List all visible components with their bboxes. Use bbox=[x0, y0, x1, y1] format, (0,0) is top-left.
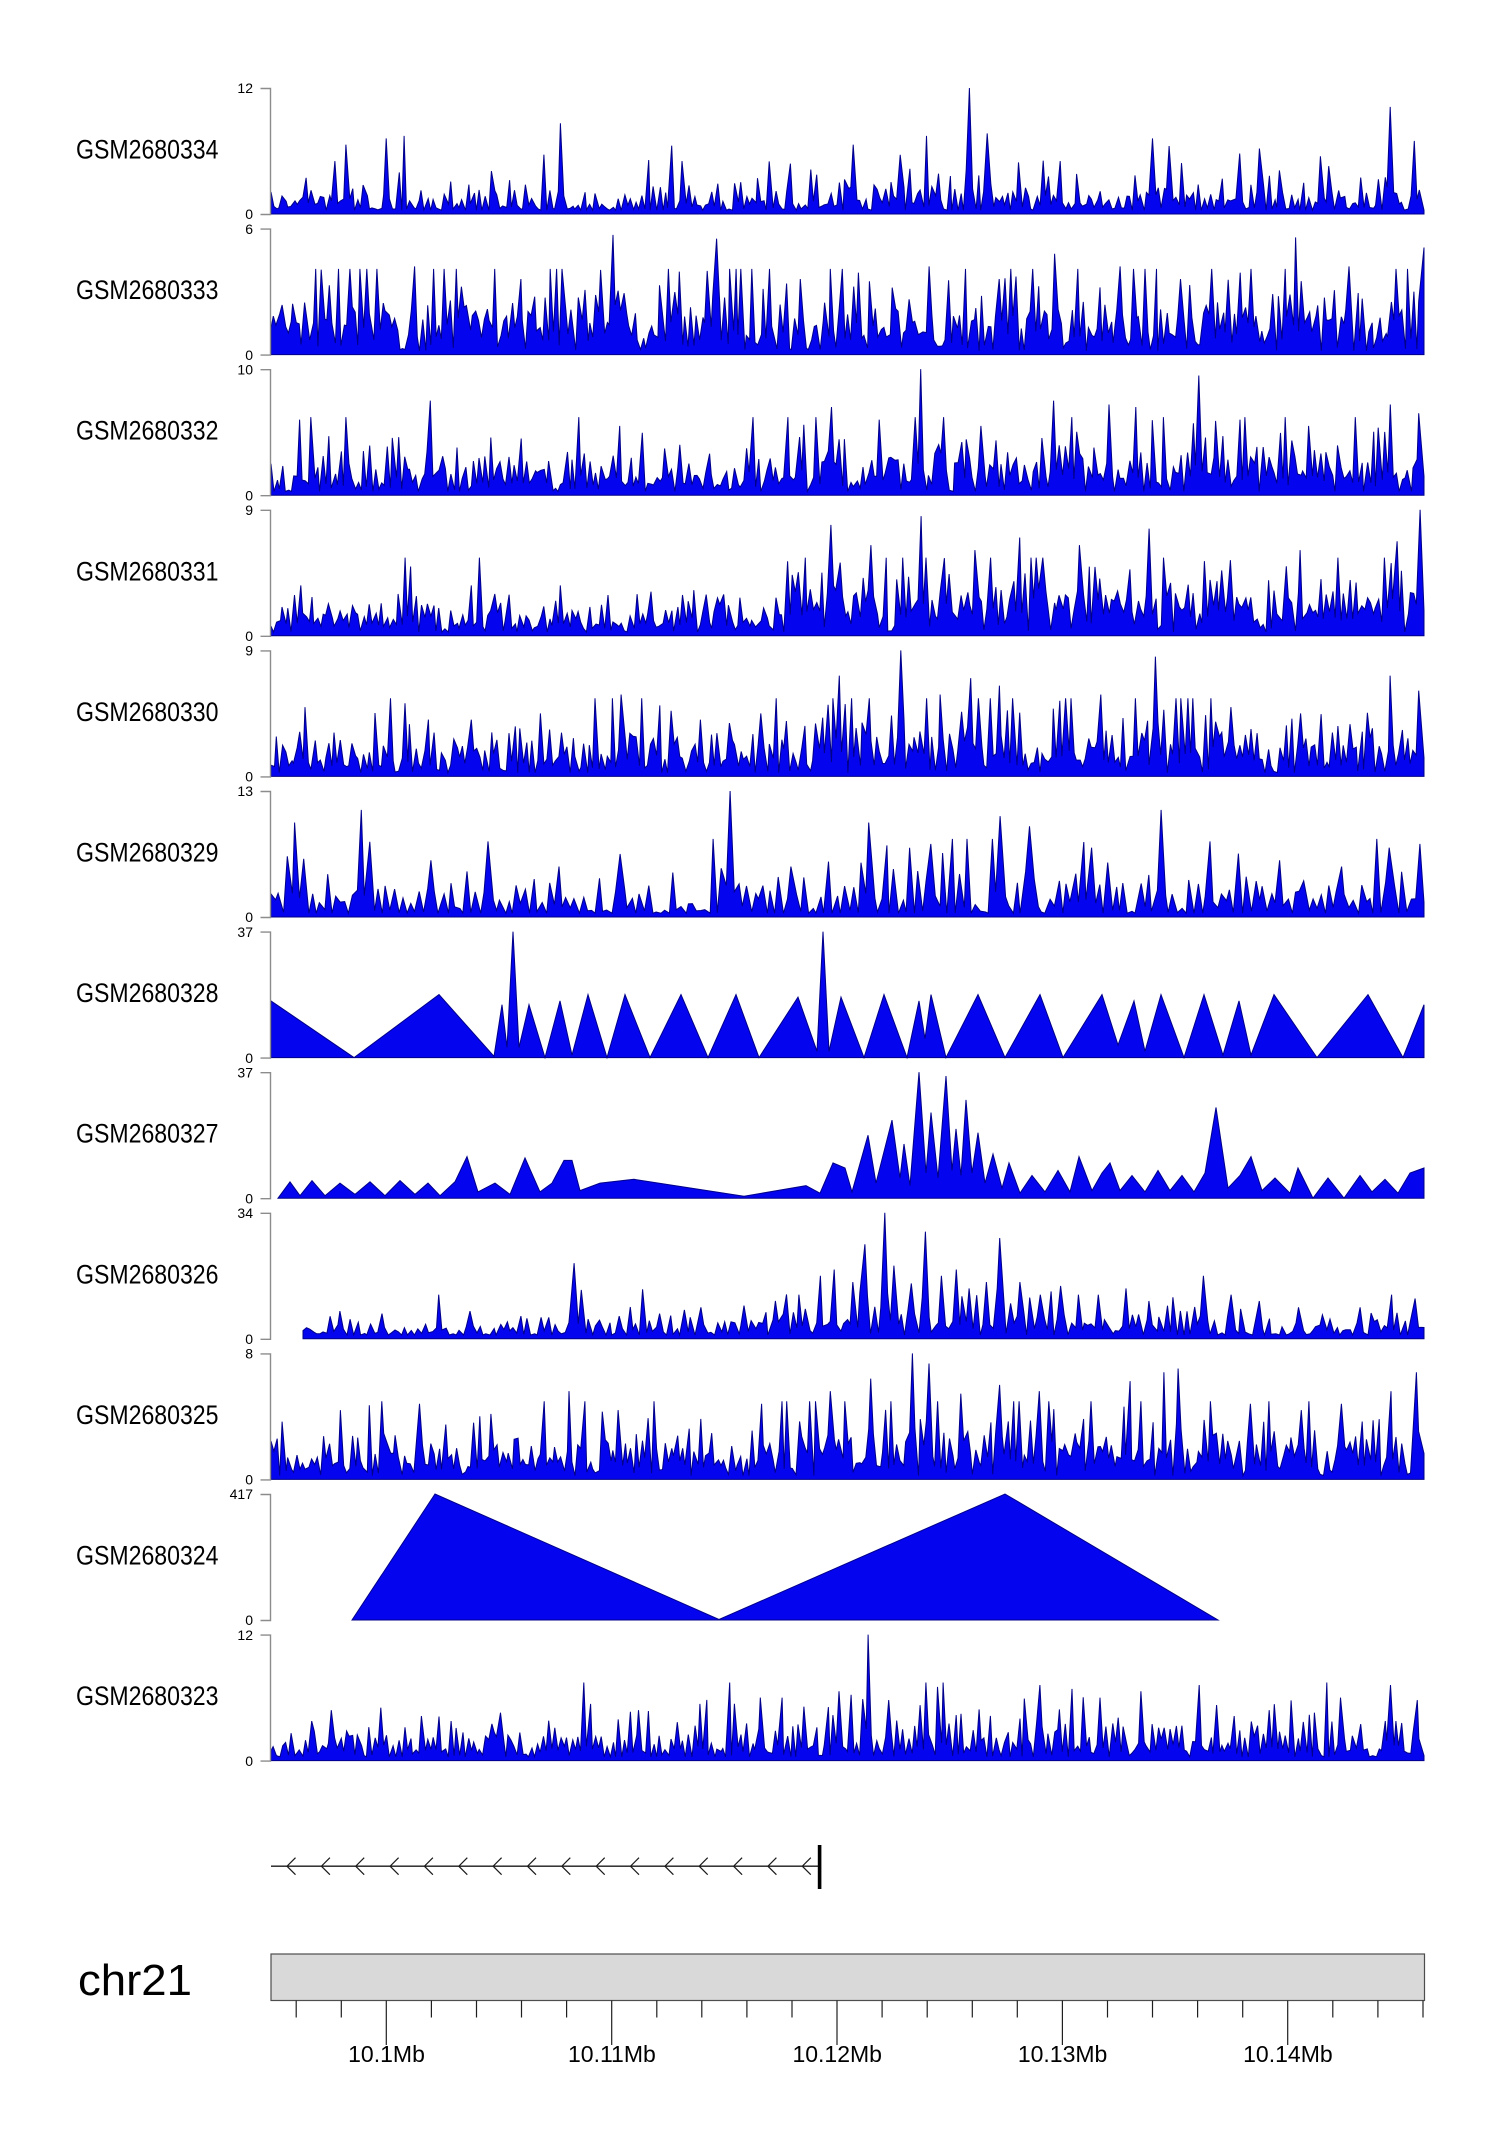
svg-text:chr21: chr21 bbox=[78, 1956, 192, 2005]
svg-text:9: 9 bbox=[245, 643, 253, 659]
svg-text:GSM2680333: GSM2680333 bbox=[76, 275, 219, 305]
svg-text:0: 0 bbox=[245, 1753, 253, 1769]
svg-text:0: 0 bbox=[245, 1190, 253, 1206]
svg-text:37: 37 bbox=[237, 1064, 253, 1080]
svg-text:0: 0 bbox=[245, 909, 253, 925]
svg-text:10.11Mb: 10.11Mb bbox=[568, 2041, 656, 2067]
svg-text:417: 417 bbox=[230, 1486, 254, 1502]
svg-text:10.14Mb: 10.14Mb bbox=[1243, 2041, 1333, 2067]
svg-text:0: 0 bbox=[245, 206, 253, 222]
svg-text:8: 8 bbox=[245, 1346, 253, 1362]
svg-text:34: 34 bbox=[237, 1205, 253, 1221]
svg-text:12: 12 bbox=[237, 80, 253, 96]
svg-text:GSM2680328: GSM2680328 bbox=[76, 978, 219, 1008]
svg-text:GSM2680324: GSM2680324 bbox=[76, 1541, 219, 1571]
svg-text:10.13Mb: 10.13Mb bbox=[1018, 2041, 1108, 2067]
svg-text:GSM2680334: GSM2680334 bbox=[76, 135, 219, 165]
svg-text:0: 0 bbox=[245, 1331, 253, 1347]
svg-text:9: 9 bbox=[245, 502, 253, 518]
svg-text:12: 12 bbox=[237, 1627, 253, 1643]
svg-text:GSM2680331: GSM2680331 bbox=[76, 556, 219, 586]
svg-text:GSM2680332: GSM2680332 bbox=[76, 416, 219, 446]
svg-text:GSM2680330: GSM2680330 bbox=[76, 697, 219, 727]
svg-text:37: 37 bbox=[237, 924, 253, 940]
svg-text:13: 13 bbox=[237, 783, 253, 799]
svg-text:0: 0 bbox=[245, 1050, 253, 1066]
svg-text:0: 0 bbox=[245, 628, 253, 644]
svg-text:0: 0 bbox=[245, 1472, 253, 1488]
svg-text:GSM2680329: GSM2680329 bbox=[76, 838, 219, 868]
svg-text:GSM2680325: GSM2680325 bbox=[76, 1400, 219, 1430]
svg-text:0: 0 bbox=[245, 769, 253, 785]
svg-text:6: 6 bbox=[245, 221, 253, 237]
svg-text:0: 0 bbox=[245, 1612, 253, 1628]
svg-text:0: 0 bbox=[245, 487, 253, 503]
svg-text:10.12Mb: 10.12Mb bbox=[792, 2041, 882, 2067]
svg-text:10: 10 bbox=[237, 361, 253, 377]
svg-text:GSM2680327: GSM2680327 bbox=[76, 1119, 219, 1149]
svg-text:GSM2680326: GSM2680326 bbox=[76, 1259, 219, 1289]
svg-text:GSM2680323: GSM2680323 bbox=[76, 1681, 219, 1711]
svg-text:0: 0 bbox=[245, 347, 253, 363]
svg-text:10.1Mb: 10.1Mb bbox=[348, 2041, 425, 2067]
